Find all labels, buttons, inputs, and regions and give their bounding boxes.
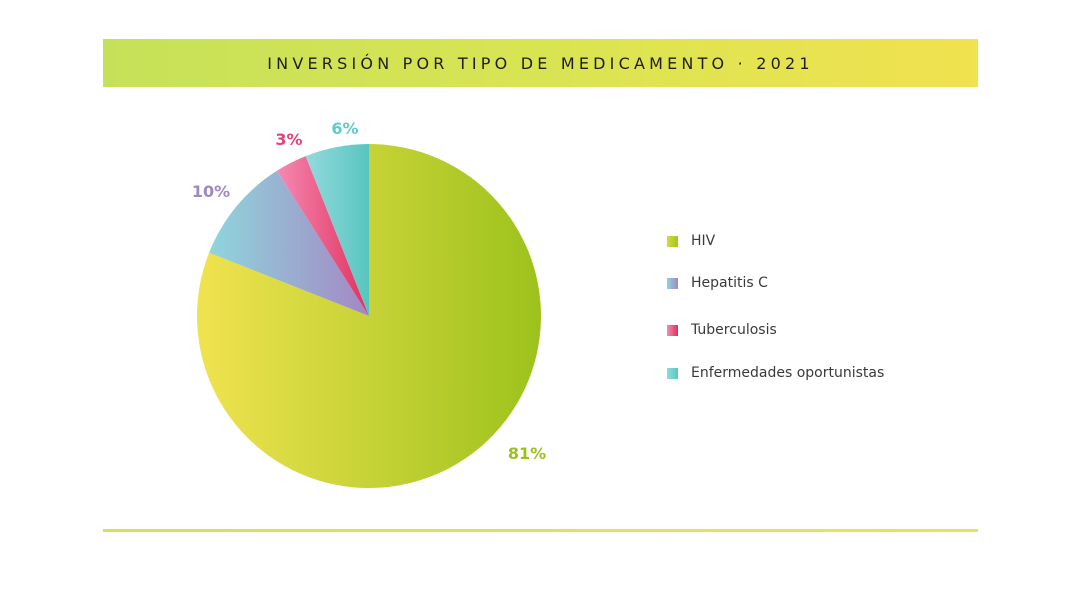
legend-swatch-tuberculosis bbox=[667, 324, 678, 336]
data-label-enfermedades-oportunistas: 6% bbox=[331, 119, 358, 138]
title-banner: INVERSIÓN POR TIPO DE MEDICAMENTO · 2021 bbox=[103, 39, 978, 87]
legend-label-enfermedades-oportunistas: Enfermedades oportunistas bbox=[691, 365, 885, 381]
legend-swatch-enfermedades-oportunistas bbox=[667, 367, 678, 379]
pie-slices bbox=[197, 144, 541, 488]
legend-swatch-hepatitis-c bbox=[667, 277, 678, 289]
legend-label-hepatitis-c: Hepatitis C bbox=[691, 275, 768, 291]
pie-slice-tuberculosis bbox=[276, 156, 369, 316]
legend-label-tuberculosis: Tuberculosis bbox=[691, 322, 777, 338]
pie-data-labels: 81% 10% 3% 6% bbox=[192, 119, 546, 463]
legend-item-tuberculosis: Tuberculosis bbox=[667, 322, 777, 338]
legend-item-hiv: HIV bbox=[667, 233, 715, 249]
legend-item-enfermedades-oportunistas: Enfermedades oportunistas bbox=[667, 365, 884, 381]
data-label-hiv: 81% bbox=[508, 444, 546, 463]
legend-item-hepatitis-c: Hepatitis C bbox=[667, 275, 768, 291]
legend-swatch-hiv bbox=[667, 235, 678, 247]
chart-title: INVERSIÓN POR TIPO DE MEDICAMENTO · 2021 bbox=[267, 53, 814, 73]
pie-slice-hepatitis-c bbox=[209, 170, 369, 316]
data-label-hepatitis-c: 10% bbox=[192, 182, 230, 201]
bottom-divider bbox=[103, 529, 978, 532]
legend-label-hiv: HIV bbox=[691, 233, 716, 249]
pie-slice-enfermedades-oportunistas bbox=[305, 144, 369, 316]
data-label-tuberculosis: 3% bbox=[275, 130, 302, 149]
